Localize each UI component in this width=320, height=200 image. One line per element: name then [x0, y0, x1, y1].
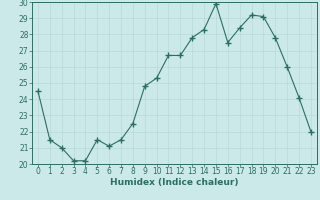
- X-axis label: Humidex (Indice chaleur): Humidex (Indice chaleur): [110, 178, 239, 187]
